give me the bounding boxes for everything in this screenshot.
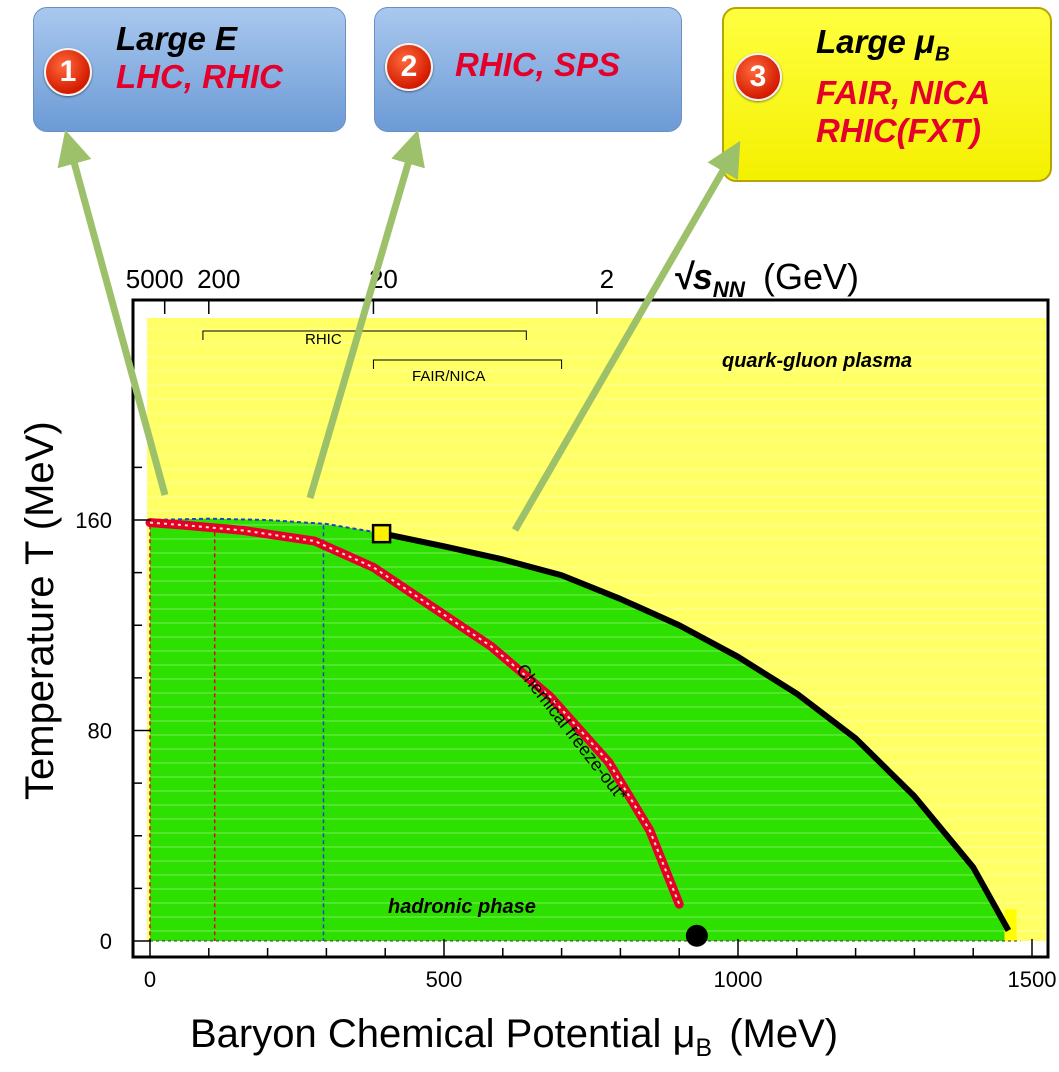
top-axis-label: √sNN (GeV)	[673, 256, 860, 303]
callout-3-line3: RHIC(FXT)	[816, 111, 981, 149]
range-label-rhic: RHIC	[305, 331, 342, 348]
callout-3-line1: Large μ	[816, 23, 935, 60]
hadronic-region-label: hadronic phase	[388, 896, 536, 918]
range-bracket-fair-nica	[372, 359, 563, 369]
y-tick-label: 80	[88, 719, 112, 744]
x-tick-label: 1000	[714, 967, 763, 992]
arrow-callout-3	[511, 140, 741, 532]
callout-2-number: 2	[385, 43, 433, 91]
range-bracket-rhic	[202, 330, 527, 340]
callout-1-line1: Large E	[116, 20, 238, 57]
qgp-region-label: quark-gluon plasma	[722, 350, 913, 372]
callout-3-line2: FAIR, NICA	[816, 73, 991, 111]
x-tick-label: 1500	[1008, 967, 1057, 992]
callout-large-e: 1 Large E LHC, RHIC	[33, 7, 346, 132]
freeze-out-line	[145, 518, 684, 909]
callout-1-number: 1	[44, 48, 92, 96]
arrow-callout-1	[57, 129, 169, 496]
callout-1-line2: LHC, RHIC	[116, 58, 283, 95]
callout-3-line1-sub: B	[934, 42, 950, 66]
nuclear-matter-point	[685, 924, 708, 947]
callout-large-mub: 3 Large μB FAIR, NICA RHIC(FXT)	[722, 7, 1052, 182]
range-label-fair-nica: FAIR/NICA	[412, 368, 486, 385]
x-axis-label: Baryon Chemical Potential μB (MeV)	[190, 1012, 839, 1062]
region-texture	[147, 318, 1046, 941]
callout-rhic-sps: 2 RHIC, SPS	[374, 7, 682, 132]
plot-frame	[131, 298, 1050, 959]
y-axis-label: Temperature T (MeV)	[18, 421, 62, 800]
top-axis-tick-label: 2	[600, 264, 614, 294]
transition-end-marker	[1004, 909, 1017, 941]
y-tick-label: 160	[75, 508, 112, 533]
x-tick-label: 0	[144, 967, 156, 992]
y-tick-label: 0	[100, 929, 112, 954]
top-axis-tick-label: 200	[197, 264, 240, 294]
transition-line	[380, 530, 1012, 932]
top-axis-tick-label: 5000	[126, 264, 184, 294]
critical-point-marker	[371, 523, 392, 544]
arrow-callout-2	[306, 129, 425, 499]
callout-3-number: 3	[734, 53, 782, 101]
callout-2-line1: RHIC, SPS	[455, 46, 621, 83]
x-tick-label: 500	[426, 967, 463, 992]
